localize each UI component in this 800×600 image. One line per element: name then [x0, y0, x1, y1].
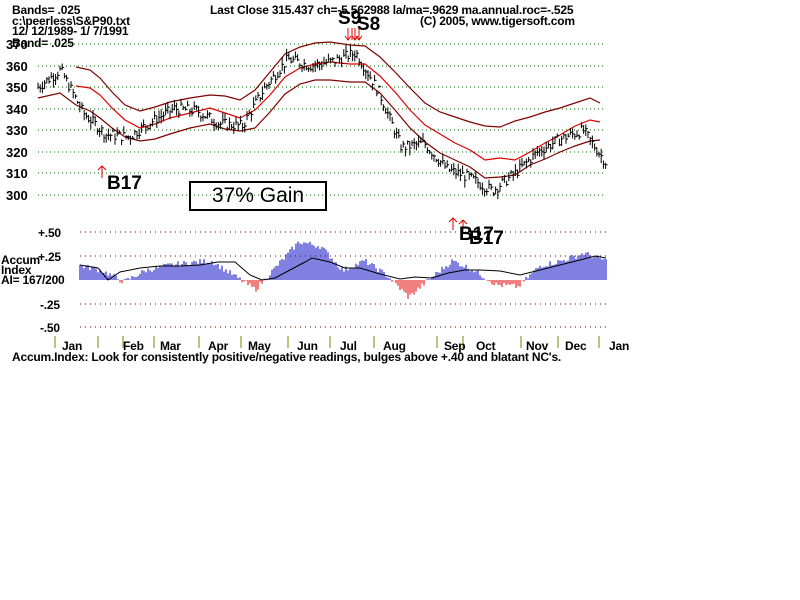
ma-line: [75, 61, 601, 161]
accum-histogram: [79, 241, 607, 299]
signal-b17-oct: B17: [469, 228, 504, 249]
buy-arrow-jan: [97, 165, 107, 178]
y-tick-360: 360: [6, 59, 28, 74]
signal-b17-jan: B17: [107, 173, 142, 194]
signal-b17-sep: B17: [459, 224, 494, 245]
month-sep: Sep: [444, 339, 466, 353]
month-aug: Aug: [383, 339, 406, 353]
month-dec: Dec: [565, 339, 587, 353]
accum-ma-line: [79, 255, 607, 281]
y-tick-300: 300: [6, 188, 28, 203]
month-jun: Jun: [297, 339, 318, 353]
file-path: c:\peerless\S&P90.txt: [12, 14, 130, 28]
upper-band: [75, 41, 601, 128]
accum-label-3: AI= 167/200: [1, 273, 65, 287]
band-label: Band= .025: [12, 36, 74, 50]
stats-line: Last Close 315.437 ch=-5.562988 la/ma=.9…: [210, 3, 574, 17]
month-oct: Oct: [476, 339, 496, 353]
signal-arrows: [97, 28, 468, 232]
footer-note: Accum.Index: Look for consistently posit…: [12, 350, 562, 364]
y-tick-330: 330: [6, 123, 28, 138]
accum-gridlines: [80, 231, 606, 328]
accum-tick-plus50: +.50: [38, 226, 61, 240]
y-tick-370: 370: [6, 37, 28, 52]
signal-s9: S9: [338, 8, 362, 29]
month-jan-next: Jan: [609, 339, 630, 353]
date-range: 12/ 12/1989- 1/ 7/1991: [12, 24, 129, 38]
accum-tick-minus50: -.50: [40, 321, 60, 335]
buy-arrow-oct: [458, 219, 468, 232]
bands-label: Bands= .025: [12, 3, 81, 17]
month-ticks: [54, 336, 600, 348]
month-mar: Mar: [160, 339, 181, 353]
lower-band: [37, 79, 601, 179]
y-tick-320: 320: [6, 145, 28, 160]
accum-label-1: Accum: [1, 253, 41, 267]
month-apr: Apr: [208, 339, 229, 353]
month-may: May: [248, 339, 271, 353]
month-jul: Jul: [340, 339, 357, 353]
y-tick-310: 310: [6, 166, 28, 181]
sell-arrows-jul: [344, 28, 363, 41]
accum-tick-minus25: -.25: [40, 298, 60, 312]
accum-tick-plus25: +.25: [38, 250, 61, 264]
buy-arrow-sep: [448, 217, 458, 230]
signal-s8: S8: [357, 14, 381, 35]
accum-label-2: Index: [1, 263, 32, 277]
gain-annotation-box: 37% Gain: [189, 181, 327, 211]
copyright: (C) 2005, www.tigersoft.com: [420, 14, 575, 28]
month-feb: Feb: [123, 339, 144, 353]
month-jan: Jan: [62, 339, 83, 353]
price-bars: [37, 44, 608, 200]
y-tick-340: 340: [6, 102, 28, 117]
y-tick-350: 350: [6, 80, 28, 95]
month-nov: Nov: [526, 339, 549, 353]
